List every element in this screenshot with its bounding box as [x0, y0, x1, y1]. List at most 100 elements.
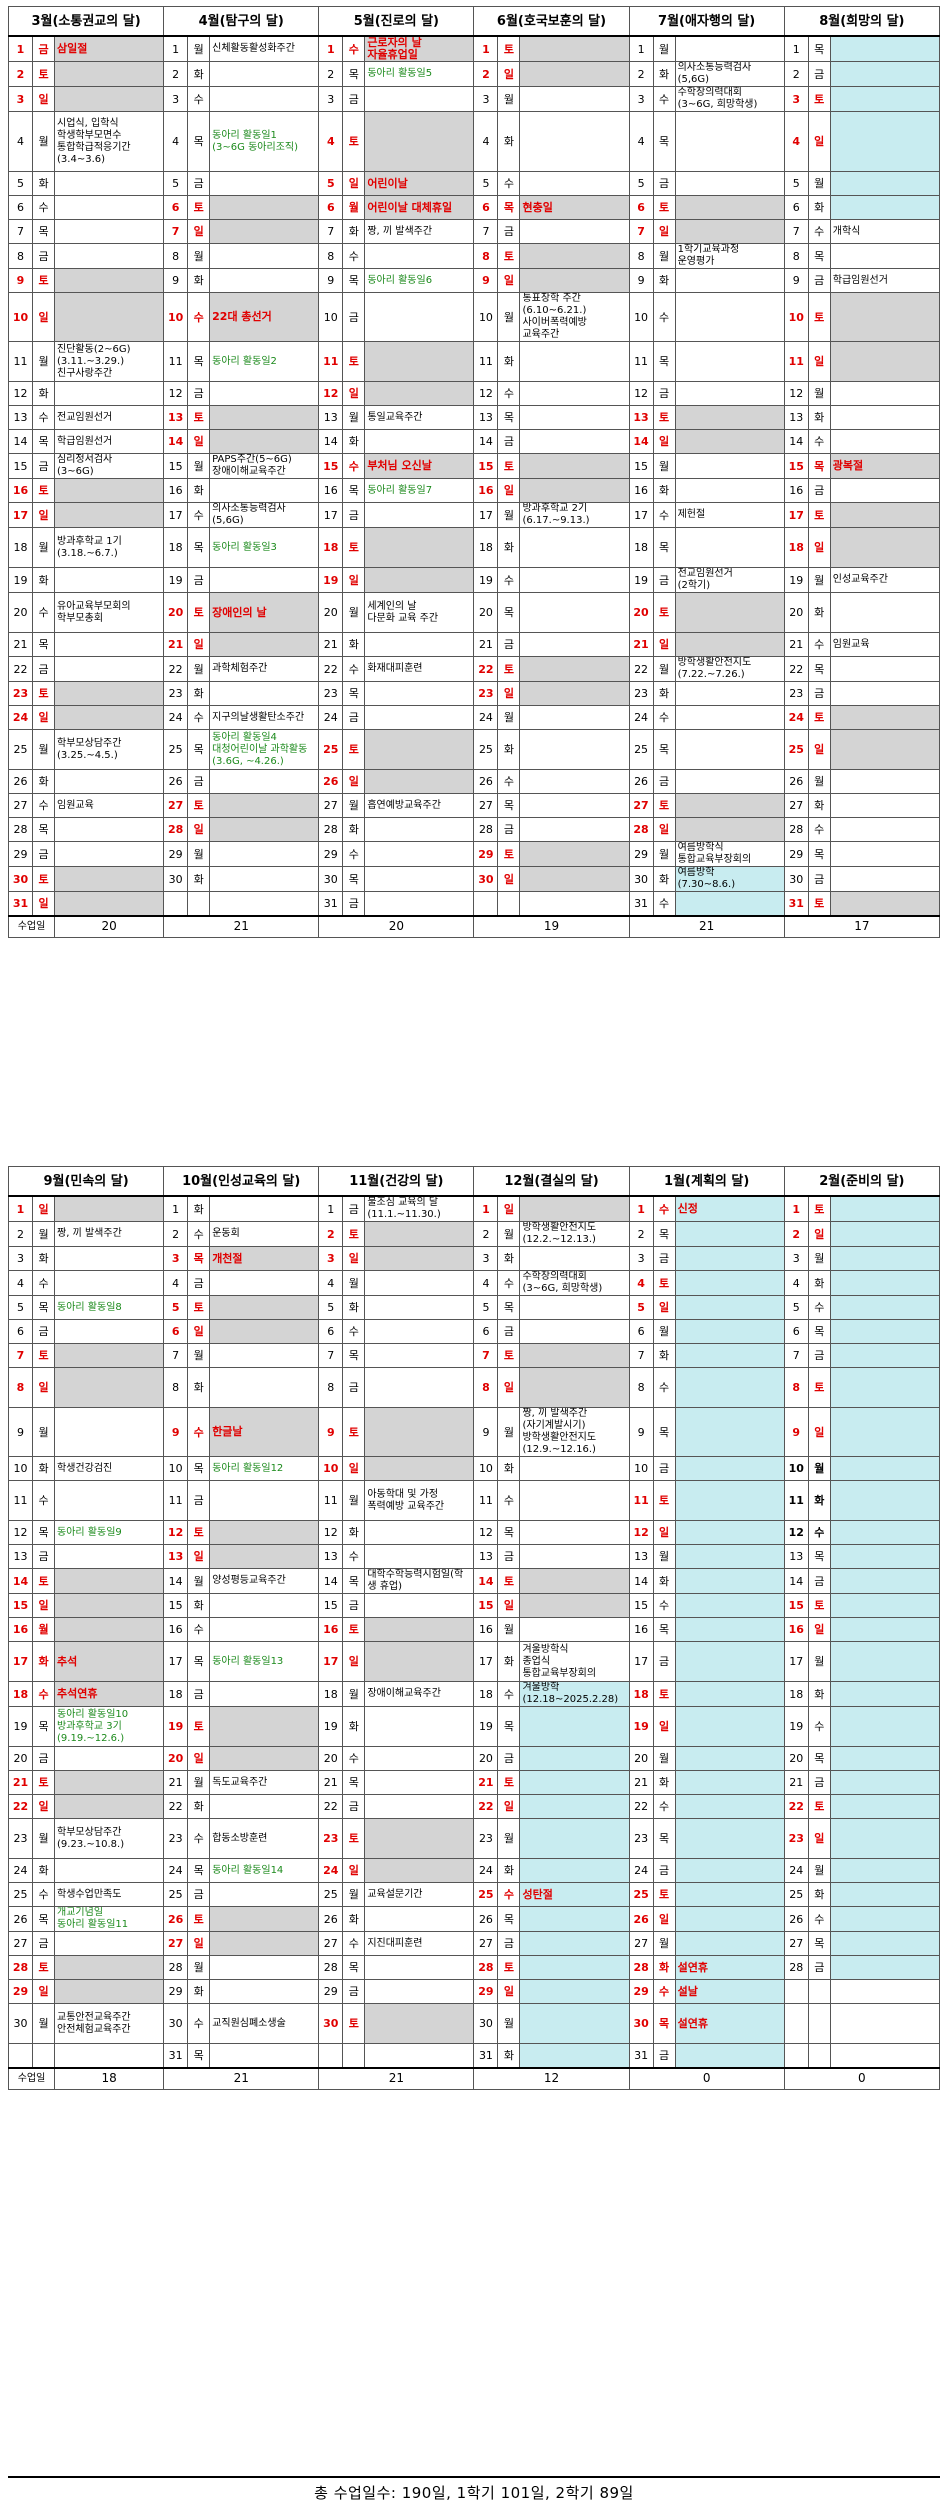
day-row: 12 화 12 금 12 일 12 수 12 금 12 월	[7, 381, 941, 406]
event-cell	[674, 769, 785, 794]
event-cell	[519, 219, 630, 244]
weekday-cell: 수	[652, 1367, 676, 1408]
event-cell: 학생건강검진	[54, 1456, 165, 1481]
event-cell	[209, 1794, 320, 1819]
date-cell: 26	[318, 1906, 344, 1932]
date-cell: 16	[628, 478, 654, 503]
date-cell: 4	[7, 1270, 34, 1296]
weekday-cell: 수	[32, 1882, 56, 1907]
total-school-days: 총 수업일수: 190일, 1학기 101일, 2학기 89일	[8, 2476, 940, 2508]
date-cell: 23	[163, 681, 189, 706]
weekday-cell: 목	[807, 841, 831, 867]
event-cell	[209, 478, 320, 503]
event-cell	[519, 769, 630, 794]
weekday-cell: 목	[187, 1641, 211, 1682]
weekday-cell: 일	[652, 817, 676, 842]
date-cell: 8	[783, 1367, 809, 1408]
date-cell	[783, 2043, 809, 2068]
weekday-cell: 목	[807, 35, 831, 62]
weekday-cell: 토	[807, 1794, 831, 1819]
weekday-cell: 화	[342, 1295, 366, 1320]
event-cell	[829, 1979, 941, 2004]
weekday-cell: 월	[32, 341, 56, 382]
date-cell: 30	[163, 2003, 189, 2044]
day-row: 4 월 시업식, 입학식 학생학부모면수 통합학급적응기간 (3.4~3.6) 4 목 동…	[7, 111, 941, 172]
date-cell: 13	[7, 1544, 34, 1569]
date-cell: 20	[318, 592, 344, 633]
day-row: 16 토 16 화 16 목 동아리 활동일7 16 일 16 화 16 금	[7, 478, 941, 503]
date-cell: 19	[163, 1706, 189, 1747]
date-cell: 21	[783, 1770, 809, 1795]
date-cell: 22	[473, 656, 499, 682]
weekday-cell: 금	[497, 632, 521, 657]
event-cell	[829, 1520, 941, 1545]
event-cell	[674, 1906, 785, 1932]
date-cell: 6	[628, 1319, 654, 1344]
date-cell: 22	[783, 656, 809, 682]
weekday-cell: 토	[807, 1367, 831, 1408]
date-cell: 22	[7, 1794, 34, 1819]
date-cell: 11	[628, 1480, 654, 1521]
month-header: 6월(호국보훈의 달)	[473, 6, 630, 37]
weekday-cell: 수	[807, 632, 831, 657]
event-cell	[829, 1456, 941, 1481]
event-cell	[829, 1706, 941, 1747]
event-cell: 추석연휴	[54, 1681, 165, 1707]
date-cell: 17	[783, 502, 809, 528]
date-cell: 7	[163, 219, 189, 244]
date-cell: 16	[163, 1617, 189, 1642]
event-cell	[519, 1906, 630, 1932]
date-cell: 14	[7, 429, 34, 454]
weekday-cell: 일	[497, 268, 521, 293]
day-row: 14 목 학급임원선거 14 일 14 화 14 금 14 일 14 수	[7, 429, 941, 454]
date-cell: 15	[473, 453, 499, 479]
weekday-cell: 일	[497, 1794, 521, 1819]
date-cell: 7	[7, 1343, 34, 1368]
weekday-cell: 토	[652, 1882, 676, 1907]
event-cell: 개교기념일 동아리 활동일11	[54, 1906, 165, 1932]
weekday-cell: 목	[497, 1906, 521, 1932]
event-cell	[829, 61, 941, 87]
event-cell	[54, 681, 165, 706]
event-cell: 동아리 활동일10 방과후학교 3기 (9.19.~12.6.)	[54, 1706, 165, 1747]
date-cell: 26	[473, 769, 499, 794]
date-cell: 19	[318, 567, 344, 593]
date-cell: 22	[473, 1794, 499, 1819]
date-cell: 25	[318, 1882, 344, 1907]
date-cell: 15	[628, 453, 654, 479]
date-cell: 25	[473, 729, 499, 770]
weekday-cell: 목	[32, 632, 56, 657]
weekday-cell: 월	[32, 1221, 56, 1247]
date-cell: 16	[783, 478, 809, 503]
weekday-cell	[807, 2003, 831, 2044]
weekday-cell: 수	[342, 1931, 366, 1956]
event-cell	[829, 1906, 941, 1932]
event-cell	[829, 2003, 941, 2044]
event-cell	[519, 1456, 630, 1481]
weekday-cell: 일	[32, 705, 56, 730]
weekday-cell: 금	[187, 769, 211, 794]
date-cell: 27	[628, 1931, 654, 1956]
day-row: 20 수 유아교육부모회의 학부모총회 20 토 장애인의 날 20 월 세계인의 날 다문화 …	[7, 592, 941, 633]
weekday-cell: 금	[342, 1367, 366, 1408]
weekday-cell: 토	[187, 405, 211, 430]
date-cell: 18	[318, 1681, 344, 1707]
event-cell	[209, 61, 320, 87]
weekday-cell: 토	[497, 1955, 521, 1980]
date-cell: 5	[163, 171, 189, 196]
date-cell: 24	[473, 705, 499, 730]
weekday-cell: 금	[342, 1794, 366, 1819]
date-cell: 29	[7, 841, 34, 867]
date-cell: 20	[163, 592, 189, 633]
event-cell	[519, 567, 630, 593]
date-cell: 15	[318, 1593, 344, 1618]
event-cell	[829, 769, 941, 794]
weekday-cell: 수	[342, 656, 366, 682]
weekday-cell: 일	[807, 1617, 831, 1642]
weekday-cell: 화	[187, 681, 211, 706]
event-cell	[674, 1593, 785, 1618]
weekday-cell: 화	[342, 429, 366, 454]
weekday-cell: 토	[342, 1221, 366, 1247]
date-cell: 25	[163, 729, 189, 770]
weekday-cell: 월	[187, 1568, 211, 1594]
